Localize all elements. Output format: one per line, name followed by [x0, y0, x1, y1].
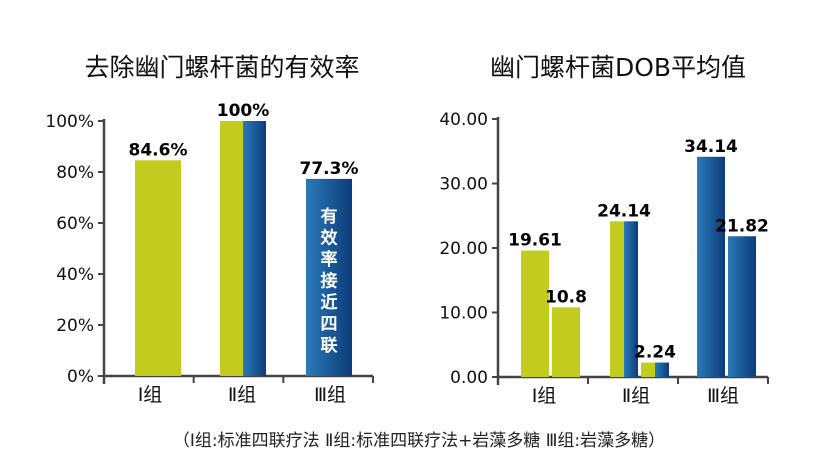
bar — [728, 236, 756, 377]
data-label: 34.14 — [684, 137, 738, 157]
bar — [135, 160, 181, 376]
y-tick-label: 40.00 — [439, 110, 488, 130]
y-tick-label: 60% — [56, 214, 94, 234]
bar-green-part — [220, 121, 243, 376]
bar-green-part — [610, 221, 624, 377]
bar — [552, 307, 580, 377]
bar-green-part — [641, 362, 655, 377]
data-label: 2.24 — [634, 343, 676, 363]
bar — [697, 156, 725, 377]
category-label: Ⅱ组 — [622, 385, 650, 407]
data-label: 19.61 — [508, 231, 562, 251]
footnote: （Ⅰ组:标准四联疗法 Ⅱ组:标准四联疗法+岩藻多糖 Ⅲ组:岩藻多糖） — [173, 431, 665, 451]
category-label: Ⅱ组 — [228, 384, 256, 406]
y-tick-label: 0.00 — [450, 368, 488, 388]
y-tick-label: 20.00 — [439, 239, 488, 259]
data-label: 24.14 — [597, 201, 651, 221]
category-label: Ⅲ组 — [707, 385, 739, 407]
bar — [306, 178, 352, 376]
category-label: Ⅲ组 — [314, 384, 346, 406]
data-label: 21.82 — [715, 216, 769, 236]
bar-annotation-char: 联 — [321, 336, 338, 356]
data-label: 10.8 — [545, 287, 587, 307]
bar-annotation-char: 四 — [321, 315, 338, 335]
chart-title: 去除幽门螺杆菌的有效率 — [84, 53, 359, 82]
data-label: 100% — [217, 101, 270, 121]
data-label: 84.6% — [129, 140, 188, 160]
bar-blue-part — [243, 121, 266, 376]
bar-annotation-char: 近 — [321, 292, 338, 313]
bar-blue-part — [624, 221, 638, 377]
y-tick-label: 30.00 — [439, 175, 488, 195]
y-tick-label: 0% — [67, 367, 94, 387]
y-tick-label: 20% — [56, 316, 94, 336]
category-label: Ⅰ组 — [532, 385, 557, 407]
bar-annotation-char: 率 — [321, 249, 338, 270]
dob-chart: 幽门螺杆菌DOB平均值 0.00 10.00 20.00 30.00 40.00 Ⅰ组 Ⅱ组 Ⅲ… — [439, 53, 769, 407]
bar-annotation-char: 有 — [321, 206, 338, 227]
y-tick-label: 80% — [56, 163, 94, 183]
bar — [521, 250, 549, 377]
bar-annotation-char: 效 — [321, 228, 338, 249]
efficacy-chart: 去除幽门螺杆菌的有效率 0% 20% 40% 60% 80% 100% Ⅰ组 Ⅱ组 Ⅲ组 84.6%… — [45, 53, 374, 406]
y-tick-label: 10.00 — [439, 304, 488, 324]
y-tick-label: 40% — [56, 265, 94, 285]
y-tick-label: 100% — [45, 112, 94, 132]
chart-title: 幽门螺杆菌DOB平均值 — [490, 53, 746, 82]
bar-blue-part — [655, 362, 669, 377]
category-label: Ⅰ组 — [138, 384, 163, 406]
bar-annotation-char: 接 — [321, 271, 338, 292]
data-label: 77.3% — [300, 159, 359, 179]
